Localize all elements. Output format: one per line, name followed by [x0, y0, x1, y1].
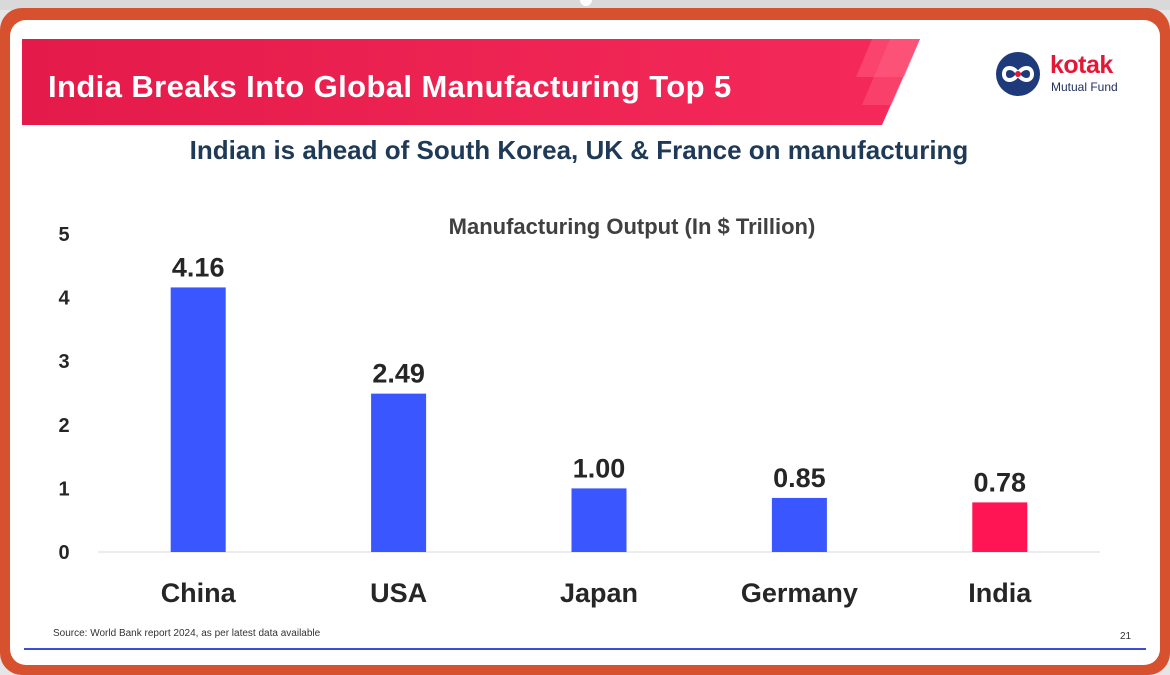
logo-subtitle: Mutual Fund [1051, 80, 1118, 94]
window-top-strip [0, 0, 1170, 10]
y-tick-label: 5 [58, 224, 69, 246]
logo-name: kotak [1050, 51, 1113, 79]
bar-china [170, 287, 226, 552]
x-tick-label-china: China [161, 578, 237, 608]
y-axis-ticks: 0 1 2 3 4 5 [58, 224, 70, 564]
data-label-china: 4.16 [172, 252, 225, 282]
x-tick-label-usa: USA [370, 578, 427, 608]
bar-japan [571, 488, 627, 552]
y-tick-label: 2 [58, 415, 69, 437]
bar-germany [771, 497, 827, 552]
source-note: Source: World Bank report 2024, as per l… [53, 628, 321, 639]
title-banner: India Breaks Into Global Manufacturing T… [22, 39, 920, 125]
bar-india [972, 502, 1028, 552]
x-tick-label-india: India [968, 578, 1032, 608]
data-label-germany: 0.85 [773, 463, 826, 493]
page-number: 21 [1120, 631, 1132, 642]
kotak-infinity-icon [996, 52, 1040, 96]
window-indicator-dot [580, 0, 592, 6]
y-tick-label: 0 [58, 542, 69, 564]
manufacturing-bar-chart: Manufacturing Output (In $ Trillion) 0 1 2… [58, 214, 1100, 608]
data-label-japan: 1.00 [573, 453, 626, 483]
x-tick-label-germany: Germany [741, 578, 858, 608]
y-tick-label: 3 [58, 351, 69, 373]
y-tick-label: 4 [58, 288, 70, 310]
slide: India Breaks Into Global Manufacturing T… [10, 20, 1160, 665]
chart-title: Manufacturing Output (In $ Trillion) [449, 214, 816, 239]
y-tick-label: 1 [58, 478, 69, 500]
title-banner-shape [22, 39, 920, 125]
data-label-india: 0.78 [974, 467, 1027, 497]
page-title: India Breaks Into Global Manufacturing T… [48, 69, 732, 104]
bars [170, 287, 1028, 552]
data-label-usa: 2.49 [372, 359, 425, 389]
x-tick-label-japan: Japan [560, 578, 638, 608]
bar-usa [371, 393, 427, 552]
kotak-logo: kotak Mutual Fund [994, 49, 1134, 99]
footer-line [24, 648, 1146, 650]
data-labels: 4.16 2.49 1.00 0.85 0.78 [172, 252, 1026, 497]
x-axis-ticks: China USA Japan Germany India [161, 578, 1033, 608]
slide-subtitle: Indian is ahead of South Korea, UK & Fra… [189, 135, 969, 165]
